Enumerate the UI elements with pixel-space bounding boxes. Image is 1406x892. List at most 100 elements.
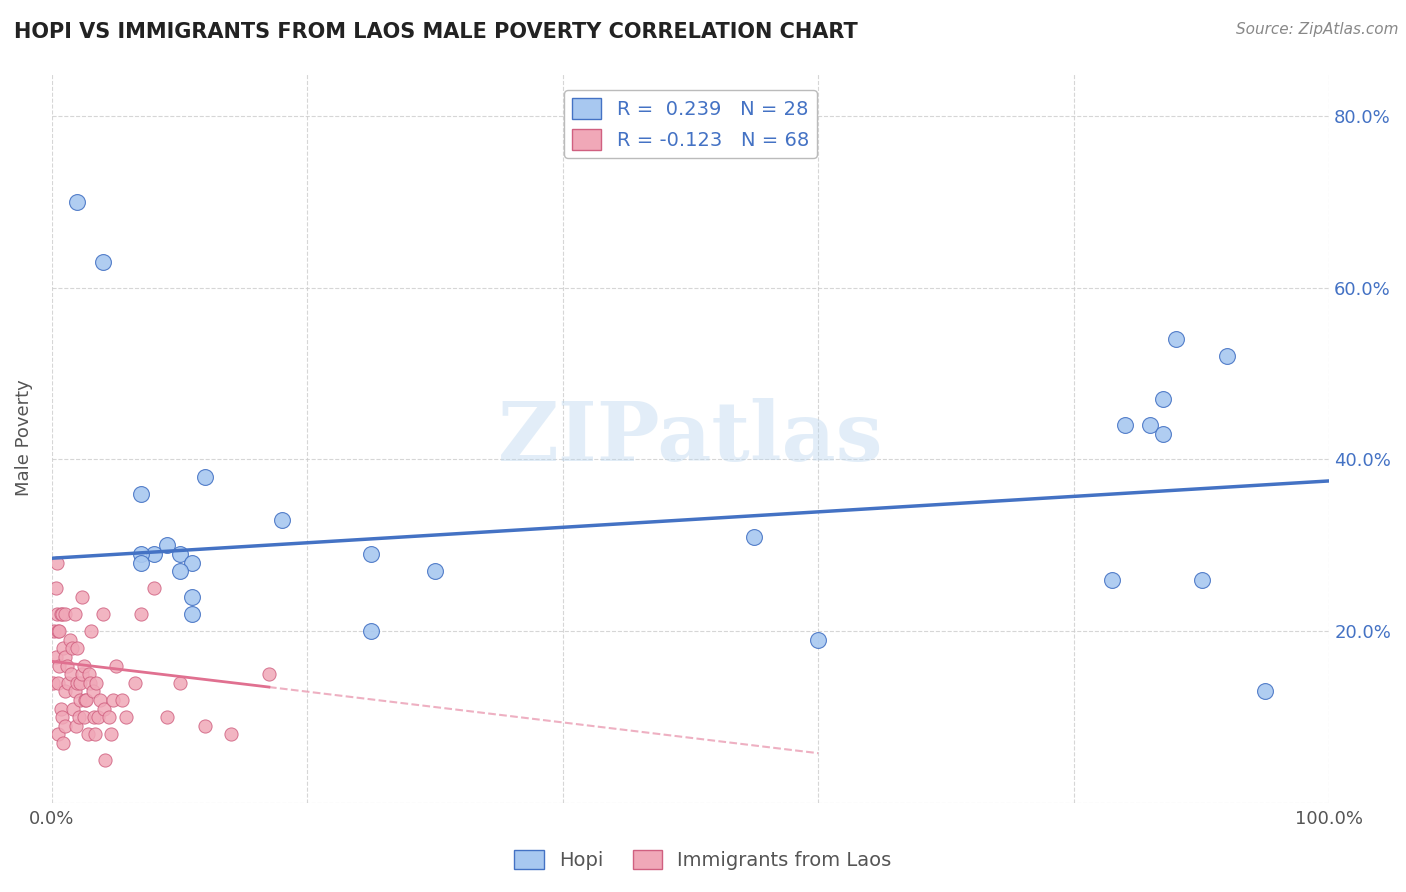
Point xyxy=(129,547,152,561)
Point xyxy=(98,710,121,724)
Point xyxy=(63,607,86,621)
Point xyxy=(115,710,138,724)
Point xyxy=(91,255,114,269)
Point xyxy=(53,650,76,665)
Point xyxy=(45,607,67,621)
Point xyxy=(91,607,114,621)
Point xyxy=(51,607,73,621)
Point xyxy=(59,667,82,681)
Point xyxy=(111,693,134,707)
Text: Source: ZipAtlas.com: Source: ZipAtlas.com xyxy=(1236,22,1399,37)
Point xyxy=(129,487,152,501)
Point xyxy=(53,607,76,621)
Point xyxy=(104,658,127,673)
Point xyxy=(58,675,80,690)
Point xyxy=(87,710,110,724)
Point xyxy=(100,727,122,741)
Point xyxy=(89,693,111,707)
Point xyxy=(66,641,89,656)
Point xyxy=(807,632,830,647)
Point xyxy=(169,547,191,561)
Point xyxy=(142,582,165,596)
Point xyxy=(75,693,97,707)
Point xyxy=(219,727,242,741)
Point xyxy=(257,667,280,681)
Point xyxy=(49,701,72,715)
Point xyxy=(169,564,191,578)
Point xyxy=(169,675,191,690)
Point xyxy=(45,582,67,596)
Point xyxy=(46,675,69,690)
Point xyxy=(1191,573,1213,587)
Point xyxy=(94,753,117,767)
Point xyxy=(69,693,91,707)
Point xyxy=(194,719,217,733)
Point xyxy=(79,675,101,690)
Point xyxy=(83,710,105,724)
Point xyxy=(1216,350,1239,364)
Point xyxy=(82,684,104,698)
Point xyxy=(142,547,165,561)
Point xyxy=(53,719,76,733)
Point xyxy=(129,556,152,570)
Point xyxy=(124,675,146,690)
Point xyxy=(46,727,69,741)
Point xyxy=(62,701,84,715)
Point xyxy=(42,675,65,690)
Point xyxy=(1152,426,1174,441)
Point xyxy=(46,624,69,639)
Point xyxy=(1139,418,1161,433)
Point xyxy=(52,736,75,750)
Point xyxy=(56,658,79,673)
Point xyxy=(423,564,446,578)
Point xyxy=(44,624,66,639)
Point xyxy=(76,727,98,741)
Point xyxy=(181,556,204,570)
Point xyxy=(93,701,115,715)
Point xyxy=(1152,392,1174,407)
Point xyxy=(270,512,292,526)
Point xyxy=(360,547,382,561)
Text: ZIPatlas: ZIPatlas xyxy=(498,398,883,478)
Point xyxy=(181,607,204,621)
Point xyxy=(49,607,72,621)
Point xyxy=(45,556,67,570)
Point xyxy=(73,693,96,707)
Point xyxy=(1254,684,1277,698)
Point xyxy=(48,624,70,639)
Point xyxy=(129,607,152,621)
Point xyxy=(53,684,76,698)
Point xyxy=(52,641,75,656)
Point xyxy=(63,684,86,698)
Point xyxy=(73,658,96,673)
Point xyxy=(194,469,217,483)
Point xyxy=(66,194,89,209)
Point xyxy=(360,624,382,639)
Point xyxy=(66,675,89,690)
Point xyxy=(67,710,90,724)
Point xyxy=(51,710,73,724)
Point xyxy=(1101,573,1123,587)
Point xyxy=(65,719,87,733)
Point xyxy=(156,710,179,724)
Point xyxy=(86,675,108,690)
Point xyxy=(69,675,91,690)
Y-axis label: Male Poverty: Male Poverty xyxy=(15,380,32,496)
Point xyxy=(156,538,179,552)
Point xyxy=(1114,418,1136,433)
Point xyxy=(59,632,82,647)
Point xyxy=(45,650,67,665)
Point xyxy=(73,710,96,724)
Legend: R =  0.239   N = 28, R = -0.123   N = 68: R = 0.239 N = 28, R = -0.123 N = 68 xyxy=(564,90,817,158)
Point xyxy=(84,727,107,741)
Point xyxy=(72,590,94,604)
Point xyxy=(1164,332,1187,346)
Point xyxy=(72,667,94,681)
Point xyxy=(744,530,766,544)
Point xyxy=(101,693,124,707)
Point xyxy=(80,624,103,639)
Text: HOPI VS IMMIGRANTS FROM LAOS MALE POVERTY CORRELATION CHART: HOPI VS IMMIGRANTS FROM LAOS MALE POVERT… xyxy=(14,22,858,42)
Point xyxy=(77,667,100,681)
Point xyxy=(60,641,83,656)
Point xyxy=(48,658,70,673)
